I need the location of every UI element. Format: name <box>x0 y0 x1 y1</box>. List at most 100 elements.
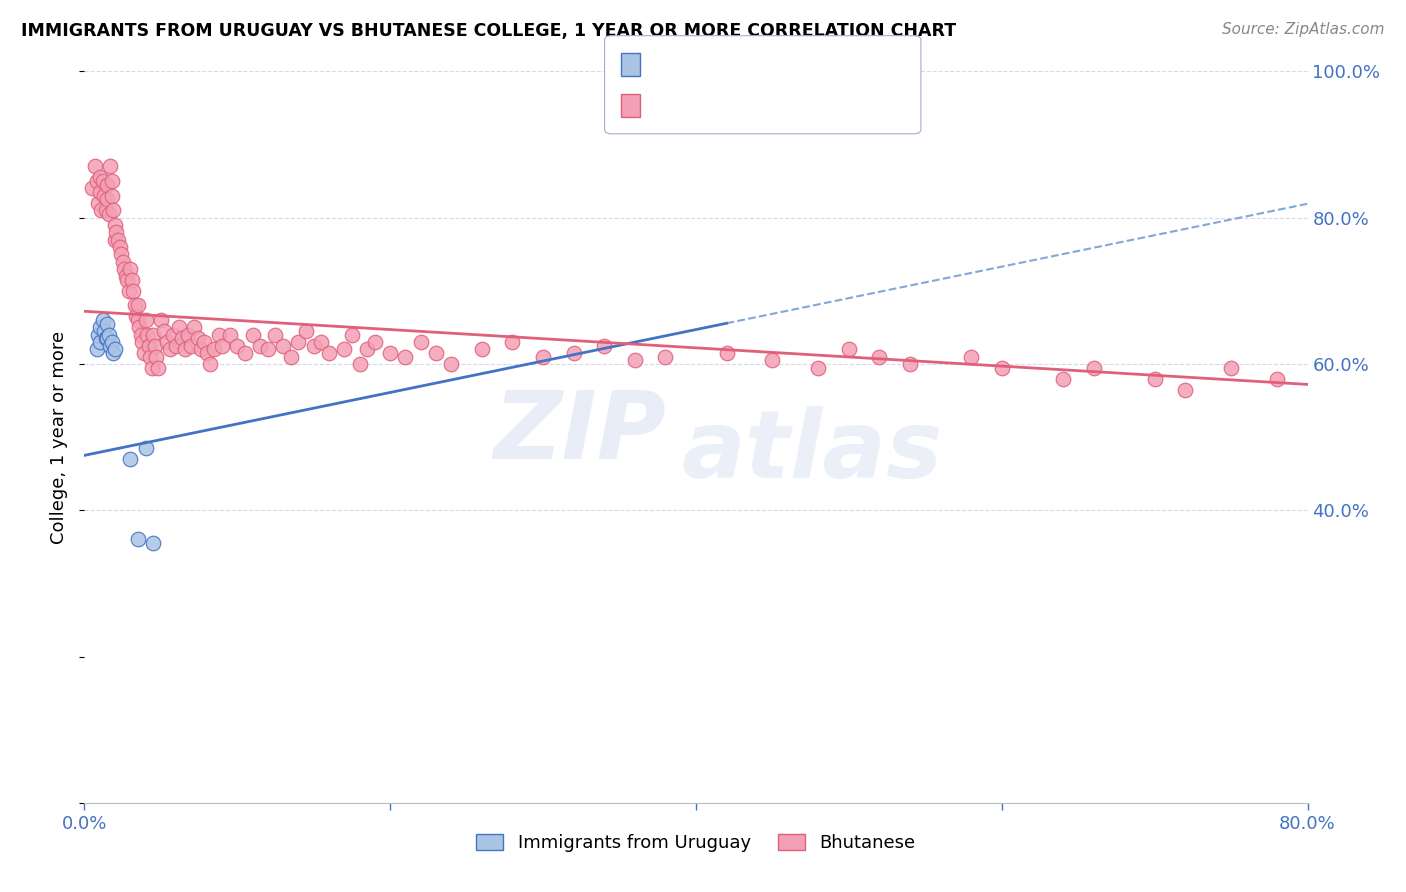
Point <box>264 327 287 342</box>
Point <box>218 327 240 342</box>
Point <box>440 357 463 371</box>
Point <box>128 320 150 334</box>
Text: IMMIGRANTS FROM URUGUAY VS BHUTANESE COLLEGE, 1 YEAR OR MORE CORRELATION CHART: IMMIGRANTS FROM URUGUAY VS BHUTANESE COL… <box>21 22 956 40</box>
Point <box>167 320 190 334</box>
Point <box>531 350 554 364</box>
Point <box>110 247 132 261</box>
Point <box>593 338 616 352</box>
Point <box>98 338 121 352</box>
Point <box>280 350 302 364</box>
Point <box>394 350 416 364</box>
Point <box>502 334 524 349</box>
Point <box>94 203 117 218</box>
Point <box>96 317 118 331</box>
Point <box>869 350 891 364</box>
Point <box>349 357 371 371</box>
Point <box>96 178 118 192</box>
Point <box>80 181 103 195</box>
Point <box>89 320 111 334</box>
Point <box>898 357 921 371</box>
Point <box>1265 371 1288 385</box>
Point <box>318 346 340 360</box>
Text: N =: N = <box>763 54 803 73</box>
Text: 117: 117 <box>806 96 844 114</box>
Point <box>624 353 647 368</box>
Point <box>1143 371 1166 385</box>
Point <box>101 188 124 202</box>
Point <box>84 160 107 174</box>
Point <box>135 441 157 455</box>
Point <box>1220 360 1243 375</box>
Text: N =: N = <box>763 96 803 114</box>
Point <box>257 343 280 357</box>
Point <box>131 334 153 349</box>
Point <box>226 338 249 352</box>
Point <box>198 357 221 371</box>
Point <box>111 254 134 268</box>
Point <box>156 334 179 349</box>
Point <box>991 360 1014 375</box>
Point <box>93 324 115 338</box>
Point <box>93 188 115 202</box>
Point <box>124 298 146 312</box>
Text: R =: R = <box>648 96 688 114</box>
Point <box>91 174 114 188</box>
Point <box>471 343 494 357</box>
Text: R =: R = <box>648 54 688 73</box>
Point <box>143 338 166 352</box>
Point <box>162 327 184 342</box>
Point <box>108 240 131 254</box>
Legend: Immigrants from Uruguay, Bhutanese: Immigrants from Uruguay, Bhutanese <box>470 827 922 860</box>
Point <box>380 346 402 360</box>
Point <box>242 327 264 342</box>
Point <box>142 327 165 342</box>
Point <box>114 269 136 284</box>
Text: ZIP: ZIP <box>494 387 666 479</box>
Point <box>107 233 129 247</box>
Point <box>86 174 108 188</box>
Point <box>120 261 142 276</box>
Point <box>202 343 225 357</box>
Point <box>97 207 120 221</box>
Point <box>118 284 141 298</box>
Point <box>183 320 205 334</box>
Point <box>807 360 830 375</box>
Text: Source: ZipAtlas.com: Source: ZipAtlas.com <box>1222 22 1385 37</box>
Y-axis label: College, 1 year or more: College, 1 year or more <box>51 331 69 543</box>
Point <box>356 343 378 357</box>
Point <box>103 203 125 218</box>
Point <box>89 170 111 185</box>
Point <box>177 327 200 342</box>
Point <box>716 346 738 360</box>
Point <box>271 338 294 352</box>
Point <box>1083 360 1105 375</box>
Point <box>141 360 163 375</box>
Point <box>208 327 231 342</box>
Point <box>86 343 108 357</box>
Point <box>409 334 432 349</box>
Point <box>139 350 162 364</box>
Point <box>97 327 120 342</box>
Point <box>165 338 187 352</box>
Point <box>127 298 149 312</box>
Point <box>125 310 148 324</box>
Point <box>91 313 114 327</box>
Point <box>90 203 112 218</box>
Point <box>96 331 118 345</box>
Point <box>340 327 363 342</box>
Point <box>195 346 218 360</box>
Point <box>172 331 194 345</box>
Point <box>186 331 208 345</box>
Point <box>129 327 152 342</box>
Point <box>1052 371 1074 385</box>
Point <box>190 343 212 357</box>
Point <box>145 350 167 364</box>
Point <box>115 273 138 287</box>
Point <box>333 343 356 357</box>
Point <box>146 360 169 375</box>
Point <box>87 327 110 342</box>
Point <box>174 343 197 357</box>
Point <box>249 338 271 352</box>
Point <box>654 350 676 364</box>
Point <box>211 338 233 352</box>
